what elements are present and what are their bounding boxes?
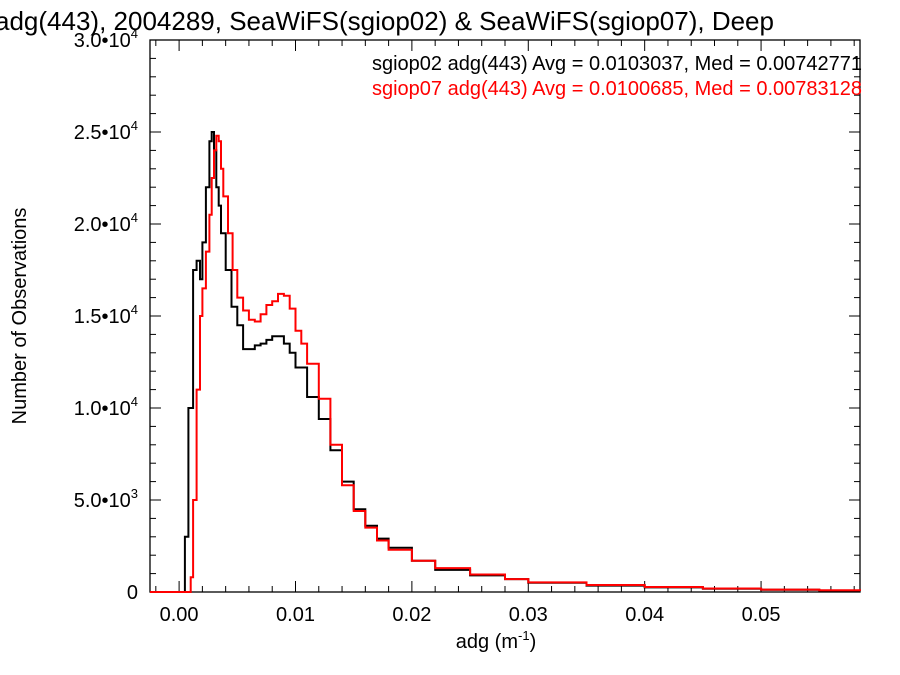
y-tick-label-exponent: 4 <box>131 302 138 317</box>
y-axis-label: Number of Observations <box>9 208 31 425</box>
y-tick-label-mantissa: 5.0•10 <box>74 490 131 512</box>
y-tick-label-mantissa: 2.5•10 <box>74 122 131 144</box>
y-tick-label: 2.0•104 <box>74 210 138 236</box>
x-tick-label: 0.03 <box>509 604 548 626</box>
x-tick-label: 0.01 <box>276 604 315 626</box>
x-axis-label-unit-exponent: -1 <box>518 628 530 643</box>
y-tick-label-mantissa: 2.0•10 <box>74 214 131 236</box>
y-tick-label-exponent: 4 <box>131 210 138 225</box>
x-axis-label-close: ) <box>530 631 537 653</box>
x-tick-label: 0.02 <box>392 604 431 626</box>
y-axis: 05.0•1031.0•1041.5•1042.0•1042.5•1043.0•… <box>74 26 860 604</box>
y-tick-label-mantissa: 1.5•10 <box>74 306 131 328</box>
plot-frame <box>149 39 861 593</box>
y-tick-label: 2.5•104 <box>74 118 138 144</box>
x-axis-label: adg (m-1) <box>456 628 536 653</box>
y-tick-label-exponent: 4 <box>131 394 138 409</box>
x-tick-label: 0.05 <box>742 604 781 626</box>
series-line-sgiop07 <box>150 134 861 593</box>
y-tick-label: 0 <box>127 582 138 604</box>
x-axis-label-main: adg (m <box>456 631 518 653</box>
x-axis: 0.00 0.01 0.02 0.03 0.04 0.05 <box>155 40 855 626</box>
y-tick-label-exponent: 4 <box>131 26 138 41</box>
y-tick-label: 5.0•103 <box>74 486 138 512</box>
y-tick-label-mantissa: 1.0•10 <box>74 398 131 420</box>
legend-entry: sgiop02 adg(443) Avg = 0.0103037, Med = … <box>372 53 862 75</box>
legend: sgiop02 adg(443) Avg = 0.0103037, Med = … <box>372 53 862 100</box>
chart-title: adg(443), 2004289, SeaWiFS(sgiop02) & Se… <box>0 6 774 36</box>
y-tick-label: 1.5•104 <box>74 302 138 328</box>
y-tick-label: 1.0•104 <box>74 394 138 420</box>
series-layer <box>150 131 861 593</box>
series-line-sgiop02 <box>150 131 861 593</box>
y-tick-label-mantissa: 3.0•10 <box>74 30 131 52</box>
y-tick-label-exponent: 3 <box>131 486 138 501</box>
y-tick-label-exponent: 4 <box>131 118 138 133</box>
x-tick-label: 0.04 <box>625 604 664 626</box>
legend-entry: sgiop07 adg(443) Avg = 0.0100685, Med = … <box>372 78 862 100</box>
x-tick-label: 0.00 <box>160 604 199 626</box>
y-tick-label: 3.0•104 <box>74 26 138 52</box>
y-tick-label-mantissa: 0 <box>127 582 138 604</box>
